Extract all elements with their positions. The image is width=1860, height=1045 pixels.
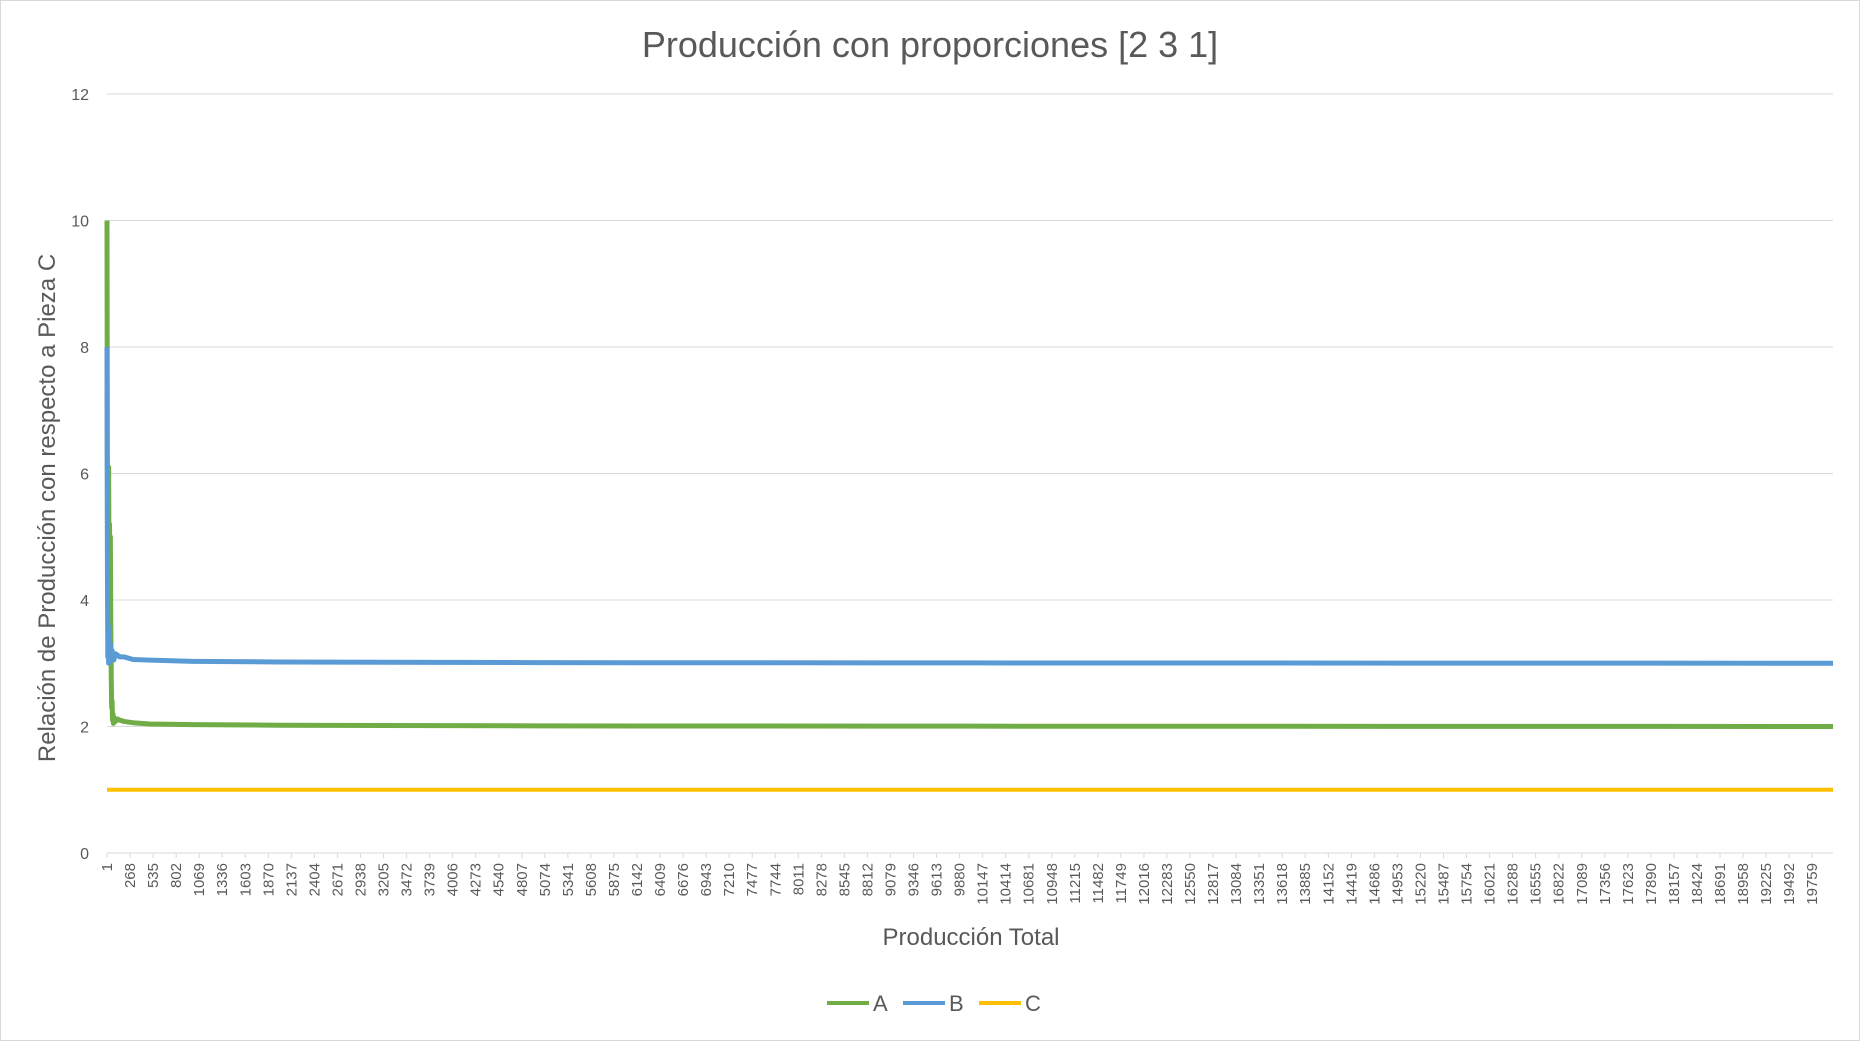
- x-tick-label: 5608: [583, 863, 600, 896]
- x-tick-label: 16822: [1551, 863, 1568, 905]
- x-tick-label: 13351: [1251, 863, 1268, 905]
- x-tick-label: 18958: [1735, 863, 1752, 905]
- x-axis-tick-labels: 1 268 535 802 1069 1336 1603 1870 2137 2404 2671 29…: [99, 853, 1821, 905]
- x-tick-label: 535: [145, 863, 162, 888]
- x-tick-label: 6142: [629, 863, 646, 896]
- x-tick-label: 14686: [1366, 863, 1383, 905]
- x-tick-label: 802: [168, 863, 185, 888]
- x-tick-label: 9613: [929, 863, 946, 896]
- x-tick-label: 19225: [1758, 863, 1775, 905]
- x-tick-label: 2137: [283, 863, 300, 896]
- y-tick-label: 12: [71, 87, 89, 104]
- x-tick-label: 9346: [906, 863, 923, 896]
- x-tick-label: 12016: [1136, 863, 1153, 905]
- x-tick-label: 1870: [260, 863, 277, 896]
- x-tick-label: 6676: [675, 863, 692, 896]
- x-tick-label: 12817: [1205, 863, 1222, 905]
- legend-label-C: C: [1025, 991, 1041, 1016]
- x-tick-label: 5875: [606, 863, 623, 896]
- x-tick-label: 2671: [329, 863, 346, 896]
- x-tick-label: 3472: [399, 863, 416, 896]
- x-tick-label: 1336: [214, 863, 231, 896]
- x-tick-label: 268: [122, 863, 139, 888]
- x-tick-label: 19492: [1781, 863, 1798, 905]
- x-tick-label: 17623: [1620, 863, 1637, 905]
- x-tick-label: 10681: [1021, 863, 1038, 905]
- x-tick-label: 6943: [698, 863, 715, 896]
- y-tick-label: 6: [80, 467, 89, 484]
- x-tick-label: 8812: [859, 863, 876, 896]
- series-lines: [104, 220, 1834, 792]
- legend-label-B: B: [949, 991, 964, 1016]
- x-tick-label: 6409: [652, 863, 669, 896]
- y-tick-label: 2: [80, 720, 89, 737]
- y-axis-label: Relación de Producción con respecto a Pi…: [34, 254, 61, 762]
- x-tick-label: 11215: [1067, 863, 1084, 904]
- x-tick-label: 4807: [514, 863, 531, 896]
- x-tick-label: 9880: [952, 863, 969, 896]
- x-tick-label: 13618: [1274, 863, 1291, 905]
- x-tick-label: 7210: [721, 863, 738, 896]
- x-tick-label: 15220: [1412, 863, 1429, 905]
- x-tick-label: 13084: [1228, 863, 1245, 905]
- x-tick-label: 11482: [1090, 863, 1107, 904]
- x-tick-label: 11749: [1113, 863, 1130, 904]
- x-tick-label: 10147: [975, 863, 992, 905]
- x-tick-label: 16021: [1482, 863, 1499, 905]
- x-tick-label: 17890: [1643, 863, 1660, 905]
- x-tick-label: 17356: [1597, 863, 1614, 905]
- x-tick-label: 5341: [560, 863, 577, 896]
- series-line-B: [104, 346, 1834, 666]
- x-tick-label: 8545: [836, 863, 853, 896]
- x-tick-label: 18157: [1666, 863, 1683, 905]
- x-tick-label: 14419: [1343, 863, 1360, 905]
- legend-label-A: A: [873, 991, 888, 1016]
- x-tick-label: 1603: [237, 863, 254, 896]
- x-tick-label: 1069: [191, 863, 208, 896]
- x-tick-label: 4273: [468, 863, 485, 896]
- x-tick-label: 13885: [1297, 863, 1314, 905]
- x-tick-label: 5074: [537, 863, 554, 896]
- y-tick-label: 10: [71, 214, 89, 231]
- x-tick-label: 2938: [352, 863, 369, 896]
- x-tick-label: 10948: [1044, 863, 1061, 905]
- y-tick-label: 8: [80, 340, 89, 357]
- x-tick-label: 4006: [445, 863, 462, 896]
- x-tick-label: 18691: [1712, 863, 1729, 905]
- x-tick-label: 16288: [1505, 863, 1522, 905]
- gridlines: [107, 93, 1833, 727]
- y-tick-label: 4: [80, 593, 89, 610]
- x-axis-label: Producción Total: [883, 924, 1060, 951]
- x-tick-label: 16555: [1528, 863, 1545, 905]
- x-tick-label: 17089: [1574, 863, 1591, 905]
- x-tick-label: 7744: [767, 863, 784, 896]
- x-tick-label: 18424: [1689, 863, 1706, 905]
- legend: A B C: [827, 991, 1041, 1016]
- y-axis-tick-labels: 0 2 4 6 8 10 12: [71, 87, 89, 863]
- x-tick-label: 9079: [882, 863, 899, 896]
- x-tick-label: 12283: [1159, 863, 1176, 905]
- x-tick-label: 2404: [306, 863, 323, 896]
- x-tick-label: 4540: [491, 863, 508, 896]
- x-tick-label: 15754: [1459, 863, 1476, 905]
- chart-title: Producción con proporciones [2 3 1]: [642, 24, 1218, 65]
- x-tick-label: 14152: [1320, 863, 1337, 905]
- x-tick-label: 3205: [376, 863, 393, 896]
- x-tick-label: 12550: [1182, 863, 1199, 905]
- x-tick-label: 8011: [790, 863, 807, 895]
- x-tick-label: 1: [99, 863, 116, 871]
- y-tick-label: 0: [80, 846, 89, 863]
- x-tick-label: 3739: [422, 863, 439, 896]
- x-tick-label: 15487: [1436, 863, 1453, 905]
- x-tick-label: 19759: [1804, 863, 1821, 905]
- x-tick-label: 7477: [744, 863, 761, 896]
- x-tick-label: 14953: [1389, 863, 1406, 905]
- x-tick-label: 8278: [813, 863, 830, 896]
- x-tick-label: 10414: [998, 863, 1015, 905]
